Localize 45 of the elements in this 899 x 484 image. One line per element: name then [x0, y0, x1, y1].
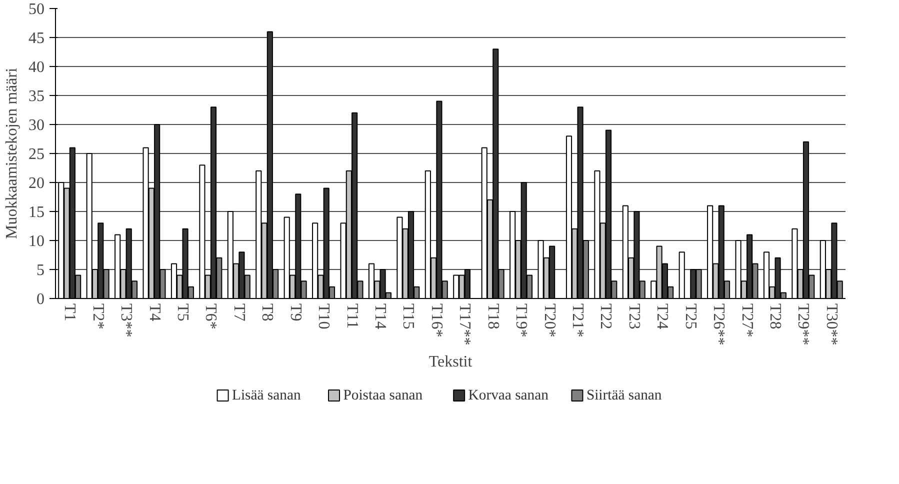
x-tick-label: T11 [343, 304, 360, 329]
x-tick-label: T30** [822, 304, 840, 346]
y-tick-label: 40 [28, 59, 44, 76]
x-tick-label: T23 [625, 304, 642, 330]
legend-label: Korvaa sanan [468, 388, 550, 404]
x-tick-label: T6* [202, 304, 220, 330]
y-tick-label: 50 [28, 1, 44, 18]
x-tick-label: T7 [230, 304, 248, 322]
x-tick-label: T18 [484, 304, 502, 330]
x-tick-label: T19* [512, 304, 530, 338]
y-tick-label: 10 [28, 233, 44, 250]
y-tick-label: 30 [28, 117, 44, 134]
x-tick-label: T9 [286, 304, 304, 322]
legend-label: Lisää sanan [232, 388, 302, 404]
y-tick-label: 5 [36, 262, 44, 279]
x-axis-title: Tekstit [428, 353, 473, 370]
y-tick-label: 15 [28, 204, 44, 221]
x-tick-label: T8 [258, 304, 276, 322]
y-tick-label: 25 [28, 146, 44, 163]
x-tick-label: T24 [654, 304, 671, 330]
x-tick-label: T2* [89, 304, 106, 330]
legend-label: Poistaa sanan [343, 388, 424, 404]
x-tick-label: T15 [400, 304, 417, 330]
y-tick-label: 35 [28, 88, 44, 105]
x-tick-label: T26** [710, 304, 728, 346]
x-tick-label: T28 [766, 304, 784, 330]
x-tick-label: T4 [146, 304, 163, 322]
x-tick-label: T10 [315, 304, 332, 330]
x-tick-label: T29** [794, 304, 812, 346]
x-tick-label: T25 [682, 304, 699, 330]
x-tick-label: T3** [118, 304, 135, 338]
x-tick-label: T5 [174, 304, 191, 322]
x-tick-label: T14 [371, 304, 388, 330]
x-tick-label: T1 [61, 304, 78, 322]
x-tick-label: T17** [456, 304, 474, 346]
x-tick-label: T21* [568, 304, 586, 338]
y-tick-label: 45 [28, 30, 44, 47]
x-tick-label: T22 [597, 304, 614, 330]
y-axis-title: Muokkaamistekojen määri [4, 67, 20, 240]
y-tick-label: 20 [28, 175, 44, 192]
legend-label: Siirtää sanan [586, 388, 662, 404]
x-tick-label: T27* [738, 304, 756, 338]
y-tick-label: 0 [36, 291, 44, 308]
x-tick-label: T20* [540, 304, 558, 338]
x-tick-label: T16* [428, 304, 445, 338]
